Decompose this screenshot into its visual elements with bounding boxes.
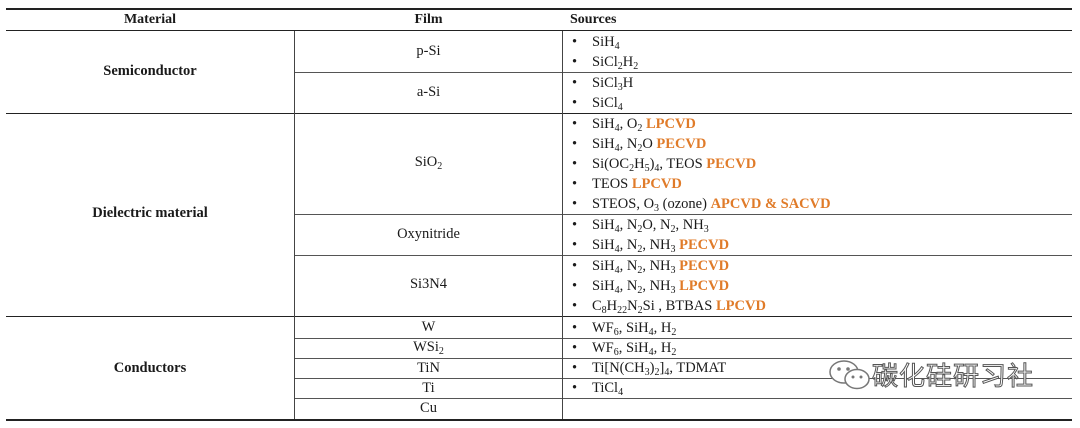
film-ti: Ti	[422, 380, 435, 396]
list-item: • WF6, SiH4, H2	[572, 320, 677, 338]
list-item: • C8H22N2Si , BTBAS LPCVD	[572, 298, 766, 316]
list-item: • SiH4, N2, NH3 LPCVD	[572, 278, 730, 296]
header-sources: Sources	[570, 12, 617, 27]
film-p-si: p-Si	[416, 43, 441, 59]
list-item: • SiH4, N2O PECVD	[572, 136, 707, 154]
group-divider	[6, 316, 1072, 317]
header-rule	[6, 30, 1072, 31]
row-divider	[295, 72, 1072, 73]
list-item: • SiH4, N2O, N2, NH3	[572, 217, 709, 235]
group-divider	[6, 113, 1072, 114]
row-divider	[295, 214, 1072, 215]
sources-a-si: • SiCl3H • SiCl4	[568, 73, 633, 113]
row-divider	[295, 358, 1072, 359]
list-item: • STEOS, O3 (ozone) APCVD & SACVD	[572, 196, 831, 214]
watermark: 碳化硅研习社	[828, 356, 1034, 393]
film-sio2: SiO2	[414, 154, 443, 172]
film-wsi2: WSi2	[413, 339, 444, 357]
header-film: Film	[414, 12, 443, 27]
sources-oxynitride: • SiH4, N2O, N2, NH3 • SiH4, N2, NH3 PECVD	[568, 215, 729, 255]
header-material: Material	[123, 12, 177, 27]
wechat-icon	[829, 359, 870, 389]
film-oxynitride: Oxynitride	[397, 226, 460, 242]
list-item: • Si(OC2H5)4, TEOS PECVD	[572, 156, 757, 174]
list-item: • SiH4, N2, NH3 PECVD	[572, 237, 730, 255]
watermark-text: 碳化硅研习社	[871, 362, 1035, 393]
row-divider	[295, 338, 1072, 339]
list-item: • SiCl2H2	[572, 54, 639, 72]
list-item: • SiCl3H	[572, 75, 634, 93]
column-divider	[294, 31, 295, 419]
list-item: • TiCl4	[572, 380, 624, 398]
row-divider	[295, 398, 1072, 399]
sources-p-si: • SiH4 • SiCl2H2	[568, 32, 638, 72]
material-semiconductor: Semiconductor	[103, 63, 197, 79]
sources-wsi2: • WF6, SiH4, H2	[568, 338, 676, 358]
list-item: • SiH4	[572, 34, 620, 52]
top-rule	[6, 8, 1072, 10]
list-item: • SiCl4	[572, 95, 623, 113]
sources-sio2: • SiH4, O2 LPCVD • SiH4, N2O PECVD • Si(OC2…	[568, 114, 831, 214]
list-item: • Ti[N(CH3)2]4, TDMAT	[572, 360, 727, 378]
sources-ti: • TiCl4	[568, 378, 623, 398]
film-si3n4: Si3N4	[409, 276, 448, 292]
film-cu: Cu	[420, 400, 437, 416]
film-w: W	[421, 319, 436, 335]
sources-tin: • Ti[N(CH3)2]4, TDMAT	[568, 358, 726, 378]
column-divider	[562, 31, 563, 419]
list-item: • SiH4, O2 LPCVD	[572, 116, 696, 134]
bottom-rule	[6, 419, 1072, 421]
material-dielectric: Dielectric material	[92, 205, 208, 221]
list-item: • SiH4, N2, NH3 PECVD	[572, 258, 730, 276]
row-divider	[295, 378, 1072, 379]
row-divider	[295, 255, 1072, 256]
film-a-si: a-Si	[416, 84, 441, 100]
film-tin: TiN	[417, 360, 440, 376]
sources-w: • WF6, SiH4, H2	[568, 318, 676, 338]
list-item: • WF6, SiH4, H2	[572, 340, 677, 358]
sources-si3n4: • SiH4, N2, NH3 PECVD • SiH4, N2, NH3 LPCV…	[568, 256, 766, 316]
material-conductors: Conductors	[113, 360, 187, 376]
list-item: • TEOS LPCVD	[572, 176, 682, 192]
